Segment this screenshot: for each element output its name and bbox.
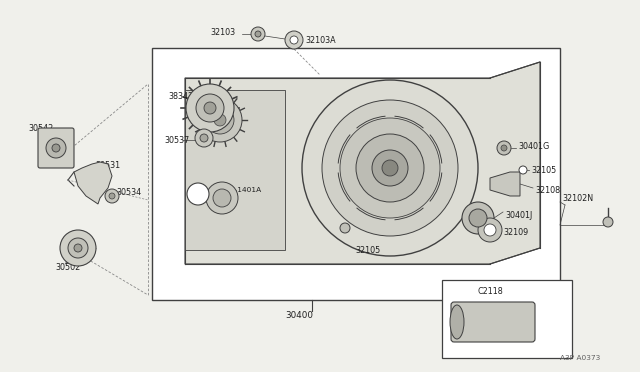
Circle shape: [46, 138, 66, 158]
Circle shape: [109, 193, 115, 199]
Circle shape: [603, 217, 613, 227]
Text: 30502: 30502: [55, 263, 80, 273]
Circle shape: [196, 94, 224, 122]
Circle shape: [501, 145, 507, 151]
Text: W: W: [190, 191, 198, 197]
Circle shape: [204, 102, 216, 114]
Circle shape: [322, 100, 458, 236]
FancyBboxPatch shape: [451, 302, 535, 342]
Text: 32109: 32109: [503, 228, 528, 237]
Circle shape: [478, 218, 502, 242]
Text: 30531: 30531: [95, 160, 120, 170]
Text: 32108: 32108: [535, 186, 560, 195]
Circle shape: [206, 106, 234, 134]
Polygon shape: [74, 162, 112, 204]
Circle shape: [195, 129, 213, 147]
Text: 32105: 32105: [531, 166, 556, 174]
Ellipse shape: [450, 305, 464, 339]
Text: 30400: 30400: [285, 311, 313, 321]
Circle shape: [290, 36, 298, 44]
Text: 30534: 30534: [116, 187, 141, 196]
Text: 32103: 32103: [210, 28, 235, 36]
Circle shape: [462, 202, 494, 234]
Circle shape: [497, 141, 511, 155]
Text: 32105: 32105: [355, 246, 380, 254]
Text: C2118: C2118: [478, 288, 504, 296]
Text: 30401J: 30401J: [505, 211, 532, 219]
Circle shape: [74, 244, 82, 252]
Text: 30401G: 30401G: [518, 141, 549, 151]
Circle shape: [200, 134, 208, 142]
Text: 30537: 30537: [164, 135, 189, 144]
Circle shape: [187, 183, 209, 205]
Circle shape: [68, 238, 88, 258]
Circle shape: [285, 31, 303, 49]
Circle shape: [356, 134, 424, 202]
Circle shape: [469, 209, 487, 227]
Circle shape: [52, 144, 60, 152]
Circle shape: [302, 80, 478, 256]
Circle shape: [484, 224, 496, 236]
Ellipse shape: [340, 118, 440, 218]
Circle shape: [519, 166, 527, 174]
Circle shape: [372, 150, 408, 186]
Text: 32102N: 32102N: [562, 193, 593, 202]
Text: 08915-1401A: 08915-1401A: [211, 187, 261, 193]
Circle shape: [105, 189, 119, 203]
Bar: [185, 90, 285, 250]
Polygon shape: [490, 172, 520, 196]
Text: (1): (1): [218, 195, 228, 201]
Text: 30542: 30542: [28, 124, 53, 132]
Polygon shape: [185, 62, 540, 264]
Circle shape: [214, 114, 226, 126]
Circle shape: [251, 27, 265, 41]
Text: 38342M: 38342M: [168, 92, 200, 100]
Circle shape: [382, 160, 398, 176]
Bar: [442, 280, 572, 358]
Circle shape: [213, 189, 231, 207]
Text: 32103A: 32103A: [305, 35, 335, 45]
Circle shape: [198, 98, 242, 142]
Circle shape: [340, 223, 350, 233]
Bar: [152, 48, 560, 300]
Text: A3P A0373: A3P A0373: [560, 355, 600, 361]
Circle shape: [186, 84, 234, 132]
Circle shape: [60, 230, 96, 266]
Circle shape: [255, 31, 261, 37]
Circle shape: [206, 182, 238, 214]
FancyBboxPatch shape: [38, 128, 74, 168]
